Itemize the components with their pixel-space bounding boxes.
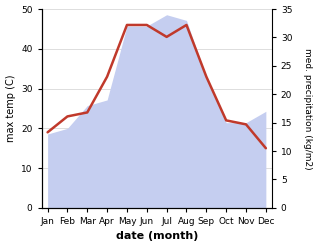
X-axis label: date (month): date (month) bbox=[115, 231, 198, 242]
Y-axis label: max temp (C): max temp (C) bbox=[5, 75, 16, 142]
Y-axis label: med. precipitation (kg/m2): med. precipitation (kg/m2) bbox=[303, 48, 313, 169]
